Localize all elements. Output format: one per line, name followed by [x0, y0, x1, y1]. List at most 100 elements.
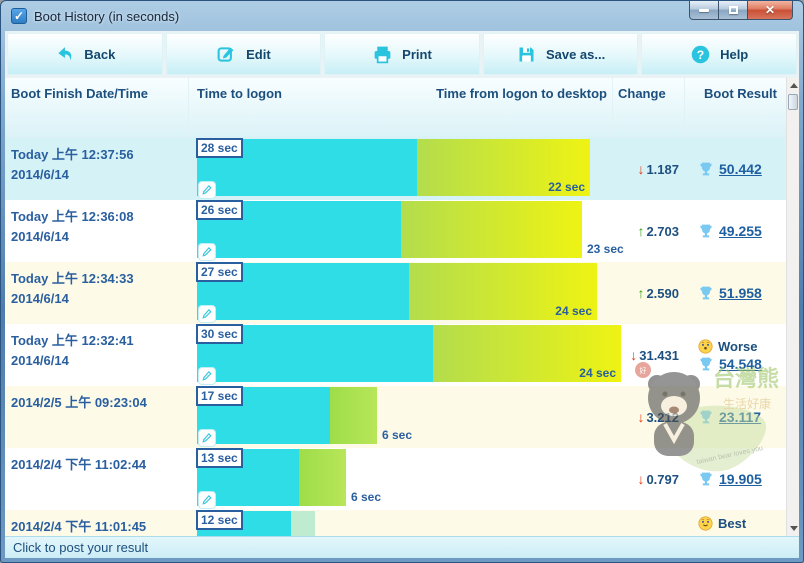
boot-result-score-link[interactable]: 54.548: [719, 355, 762, 372]
worse-face-icon: [698, 338, 713, 354]
logon-to-desktop-bar: 22 sec: [417, 139, 590, 196]
trophy-icon: [700, 357, 712, 370]
trophy-icon: [700, 472, 712, 486]
logon-seconds-label: 17 sec: [196, 386, 243, 406]
date-line2: 2014/6/14: [11, 353, 69, 369]
result-note-text: Best: [718, 516, 747, 531]
boot-history-row[interactable]: 2014/2/4 下午 11:01:45 12 sec Best: [5, 510, 799, 536]
scroll-down-icon: [789, 526, 798, 531]
window-controls: ✕: [689, 1, 793, 20]
edit-bar-button[interactable]: [198, 367, 216, 385]
edit-bar-button[interactable]: [198, 491, 216, 509]
maximize-icon: [728, 6, 738, 14]
toolbar: Back Edit Print Save as... ? Help: [5, 31, 799, 78]
logon-to-desktop-bar: [330, 387, 377, 444]
bar-group: 24 sec 27 sec: [196, 262, 597, 323]
print-button[interactable]: Print: [324, 33, 480, 75]
save-floppy-icon: [519, 47, 534, 61]
edit-pencil-icon: [202, 432, 212, 443]
boot-result-score-link[interactable]: 19.905: [719, 471, 762, 487]
change-value: ↑ 2.590: [613, 262, 685, 324]
back-arrow-icon: [58, 46, 72, 61]
bar-group: 23 sec 26 sec: [196, 200, 624, 261]
result-note: Worse: [698, 339, 785, 354]
date-line1: 2014/2/4 下午 11:02:44: [11, 457, 147, 472]
boot-history-row[interactable]: Today 上午 12:37:56 2014/6/14 22 sec 28 sec…: [5, 138, 799, 200]
window-body: Back Edit Print Save as... ? Help Boot: [5, 31, 799, 558]
header-time-logon-to-desktop: Time from logon to desktop: [436, 86, 607, 101]
logon-to-desktop-bar: [291, 511, 315, 536]
edit-pencil-icon: [202, 246, 212, 257]
best-face-icon: [698, 516, 713, 531]
status-bar-text: Click to post your result: [13, 540, 149, 555]
boot-result: 51.958: [685, 262, 785, 324]
header-boot-result: Boot Result: [704, 86, 777, 101]
boot-result: 50.442: [685, 138, 785, 200]
result-note-text: Worse: [718, 338, 758, 354]
boot-result-score-link[interactable]: 51.958: [719, 285, 762, 301]
bar-group: 6 sec 13 sec: [196, 448, 382, 509]
change-up-arrow-icon: ↑: [637, 223, 645, 239]
boot-result-score-link[interactable]: 23.117: [719, 409, 762, 425]
close-icon: ✕: [764, 3, 776, 17]
edit-bar-button[interactable]: [198, 181, 216, 199]
boot-history-row[interactable]: 2014/2/4 下午 11:02:44 6 sec 13 sec ↓ 0.797…: [5, 448, 799, 510]
boot-result: Best: [685, 510, 785, 536]
result-score-line: 50.442: [698, 161, 785, 177]
bar-group: 6 sec 17 sec: [196, 386, 412, 447]
scrollbar-up-button[interactable]: [787, 78, 799, 93]
save-as-button[interactable]: Save as...: [482, 33, 639, 75]
back-button[interactable]: Back: [7, 33, 163, 75]
boot-time-bars: 12 sec: [189, 510, 613, 536]
status-bar-post-result[interactable]: Click to post your result: [5, 536, 799, 558]
bar-group: 22 sec 28 sec: [196, 138, 590, 199]
edit-bar-button[interactable]: [198, 305, 216, 323]
window-title: Boot History (in seconds): [34, 8, 180, 24]
change-value: [613, 510, 685, 536]
change-value: ↓ 3.212: [613, 386, 685, 448]
logon-seconds-label: 30 sec: [196, 324, 243, 344]
scrollbar-down-button[interactable]: [787, 521, 799, 536]
boot-finish-datetime: Today 上午 12:32:41 2014/6/14: [5, 324, 189, 386]
logon-seconds-label: 26 sec: [196, 200, 243, 220]
boot-finish-datetime: 2014/2/4 下午 11:01:45: [5, 510, 189, 536]
edit-pencil-icon: [202, 184, 212, 195]
boot-result: 23.117: [685, 386, 785, 448]
boot-history-row[interactable]: Today 上午 12:32:41 2014/6/14 24 sec 30 sec…: [5, 324, 799, 386]
boot-time-bars: 6 sec 13 sec: [189, 448, 613, 510]
edit-bar-button[interactable]: [198, 243, 216, 261]
close-button[interactable]: ✕: [748, 1, 793, 20]
boot-history-row[interactable]: 2014/2/5 上午 09:23:04 6 sec 17 sec ↓ 3.212…: [5, 386, 799, 448]
result-score-line: 51.958: [698, 285, 785, 301]
scrollbar-thumb[interactable]: [788, 94, 798, 110]
trophy-icon: [700, 410, 712, 424]
change-value: ↑ 2.703: [613, 200, 685, 262]
title-bar[interactable]: ✓ Boot History (in seconds) ✕: [1, 1, 803, 31]
boot-finish-datetime: 2014/2/4 下午 11:02:44: [5, 448, 189, 510]
date-line1: Today 上午 12:34:33: [11, 271, 134, 286]
desktop-seconds-value: 6 sec: [351, 490, 382, 504]
boot-finish-datetime: 2014/2/5 上午 09:23:04: [5, 386, 189, 448]
logon-to-desktop-bar: 24 sec: [409, 263, 597, 320]
boot-history-row[interactable]: Today 上午 12:36:08 2014/6/14 23 sec 26 sec…: [5, 200, 799, 262]
print-button-label: Print: [402, 46, 432, 62]
boot-history-row[interactable]: Today 上午 12:34:33 2014/6/14 24 sec 27 sec…: [5, 262, 799, 324]
boot-result-score-link[interactable]: 50.442: [719, 161, 762, 177]
boot-finish-datetime: Today 上午 12:36:08 2014/6/14: [5, 200, 189, 262]
date-line2: 2014/6/14: [11, 167, 69, 183]
edit-pencil-icon: [217, 46, 234, 62]
help-button[interactable]: ? Help: [641, 33, 797, 75]
logon-to-desktop-bar: 24 sec: [433, 325, 621, 382]
result-score-line: 23.117: [698, 409, 785, 425]
boot-result-score-link[interactable]: 49.255: [719, 223, 762, 239]
edit-bar-button[interactable]: [198, 429, 216, 447]
edit-button[interactable]: Edit: [165, 33, 322, 75]
table-header-row: Boot Finish Date/Time Time to logon Time…: [5, 78, 799, 138]
date-line1: Today 上午 12:37:56: [11, 147, 134, 162]
maximize-button[interactable]: [719, 1, 748, 20]
boot-result: 19.905: [685, 448, 785, 510]
minimize-button[interactable]: [689, 1, 719, 20]
logon-seconds-label: 28 sec: [196, 138, 243, 158]
trophy-icon: [700, 286, 712, 300]
vertical-scrollbar[interactable]: [786, 78, 799, 536]
